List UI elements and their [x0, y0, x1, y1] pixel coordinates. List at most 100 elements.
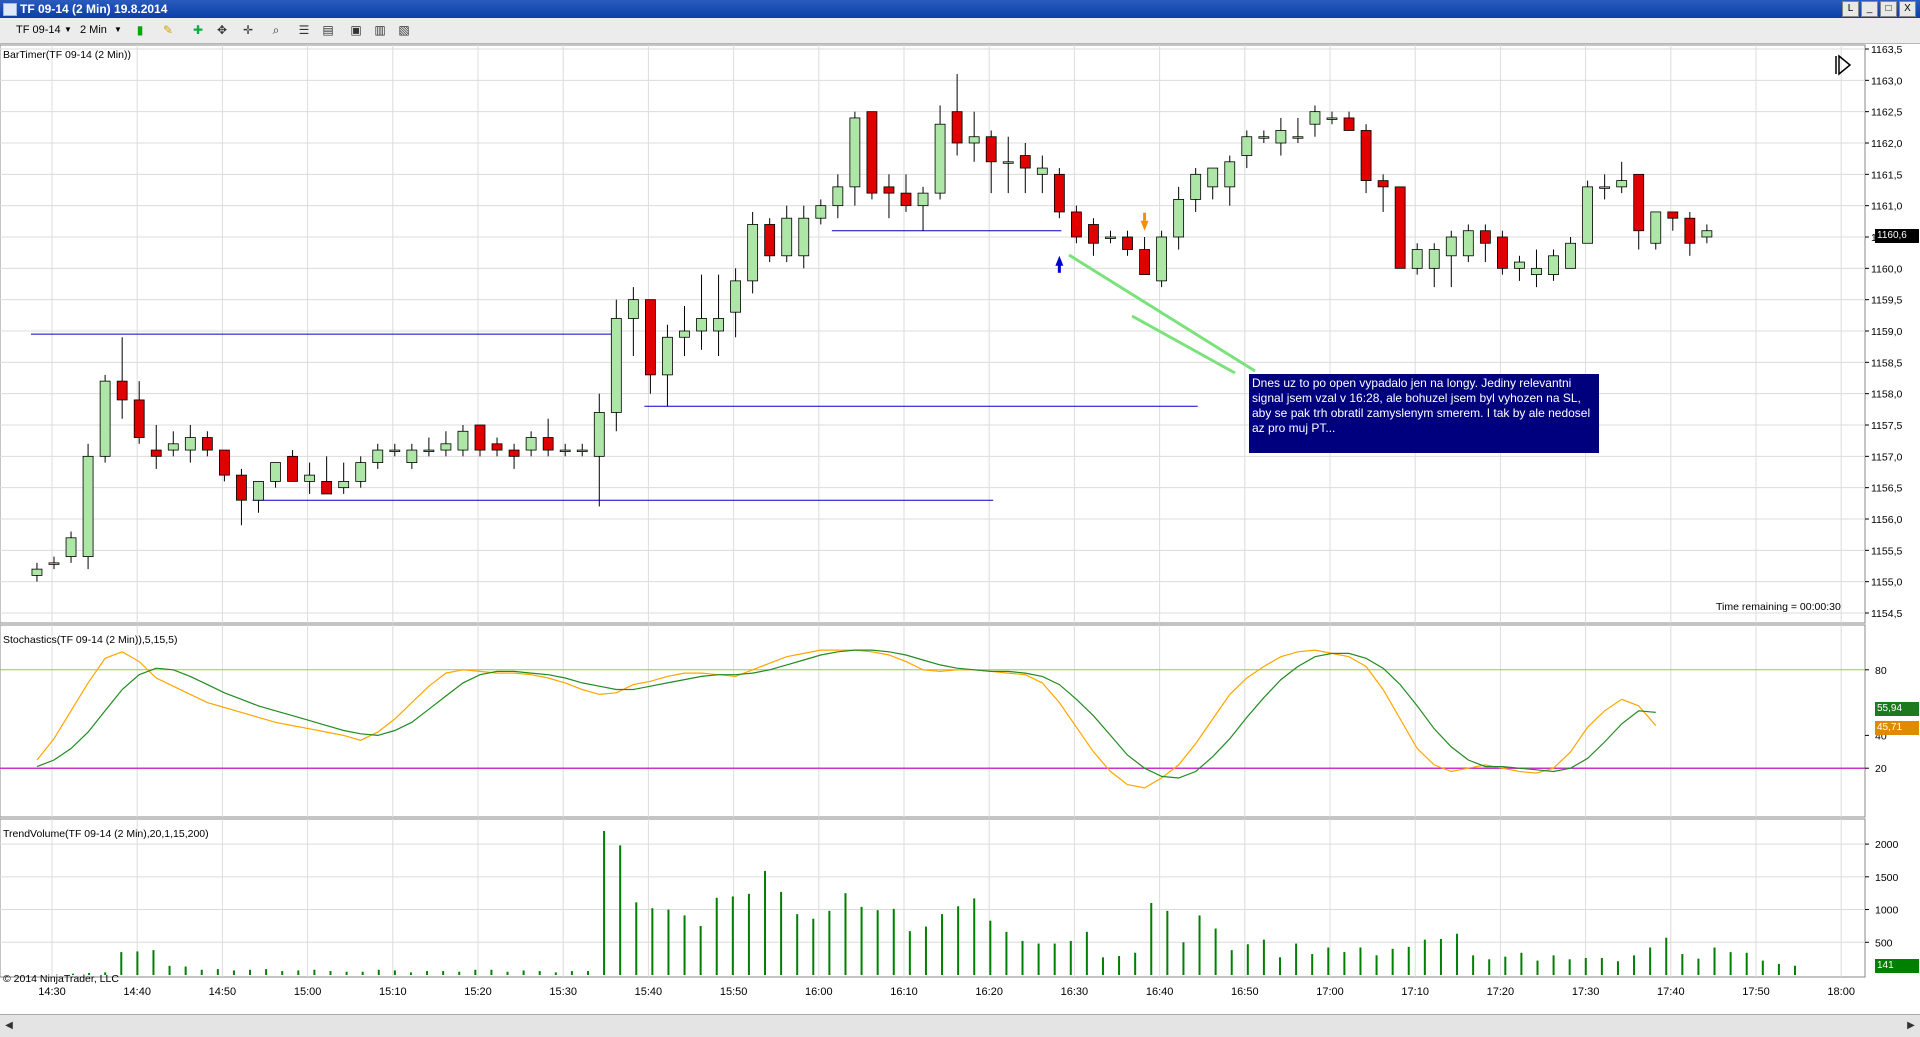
volume-bar: [1439, 939, 1442, 975]
candle-down: [985, 136, 997, 163]
volume-bar: [747, 893, 750, 975]
volume-bar: [1150, 903, 1153, 975]
x-tick-label: 16:30: [1061, 986, 1089, 998]
scroll-left-icon[interactable]: ◀: [5, 1020, 13, 1031]
y-tick-label: 1160,0: [1871, 263, 1902, 275]
chevron-down-icon[interactable]: ▼: [114, 25, 122, 34]
panel-icon[interactable]: ▧: [398, 23, 410, 37]
volume-bar: [796, 914, 799, 975]
volume-bar: [715, 897, 718, 975]
volume-bar: [1713, 947, 1716, 975]
link-button[interactable]: L: [1842, 1, 1859, 17]
candle-up: [713, 318, 724, 332]
y-tick-label: 1158,5: [1871, 357, 1902, 369]
x-tick-label: 15:50: [720, 986, 748, 998]
y-tick-label: 500: [1875, 937, 1893, 949]
candle-up: [968, 136, 980, 144]
minimize-button[interactable]: _: [1861, 1, 1878, 17]
properties-icon[interactable]: ☰: [298, 23, 310, 37]
volume-bar: [1520, 952, 1523, 975]
volume-bar: [957, 906, 960, 975]
volume-bar: [812, 918, 815, 975]
buy-arrow-head: [1055, 255, 1064, 266]
volume-bar: [1166, 910, 1169, 975]
volume-bar: [1407, 946, 1410, 975]
stoch-k-value-label: 45,71: [1875, 721, 1919, 735]
chevron-down-icon[interactable]: ▼: [64, 25, 72, 34]
x-tick-label: 15:40: [635, 986, 663, 998]
volume-bar: [1118, 956, 1121, 975]
chart-canvas[interactable]: 14:30 14:40 14:50 15:00 15:10 15:20 15:30 15:40…: [0, 43, 1920, 1014]
candle-down: [150, 449, 162, 457]
volume-bar: [1665, 937, 1668, 975]
horizontal-scrollbar[interactable]: ◀ ▶: [0, 1014, 1920, 1037]
interval-selector[interactable]: 2 Min: [80, 24, 107, 36]
volume-bar: [619, 845, 622, 975]
volume-bar: [1472, 955, 1475, 975]
candle-up: [1548, 255, 1559, 276]
volume-bar: [1311, 954, 1314, 975]
y-tick-label: 1158,0: [1871, 389, 1902, 401]
y-tick-label: 2000: [1875, 839, 1899, 851]
y-tick-label: 80: [1875, 665, 1887, 677]
close-button[interactable]: X: [1899, 1, 1916, 17]
candle-down: [1633, 173, 1645, 232]
candle-up: [1616, 180, 1628, 188]
candle-up: [1582, 186, 1593, 244]
y-tick-label: 1161,0: [1871, 201, 1902, 213]
y-tick-label: 1163,5: [1871, 44, 1902, 56]
instrument-selector[interactable]: TF 09-14: [16, 24, 61, 36]
volume-bar: [1600, 957, 1603, 975]
volume-panel-label: TrendVolume(TF 09-14 (2 Min),20,1,15,200…: [3, 828, 209, 840]
crosshair-icon[interactable]: ✛: [242, 23, 254, 37]
buy-arrow: [1055, 255, 1064, 273]
candle-down: [1377, 180, 1389, 188]
indicator-icon[interactable]: ✚: [192, 23, 204, 37]
y-tick-label: 1155,0: [1871, 577, 1902, 589]
candle-up: [389, 449, 401, 452]
scroll-right-icon[interactable]: ▶: [1907, 1020, 1915, 1031]
volume-bar: [1134, 952, 1137, 975]
volume-bar: [780, 891, 783, 975]
strategy-icon[interactable]: ✥: [216, 23, 228, 37]
volume-bar: [216, 969, 219, 975]
volume-bar: [232, 970, 235, 975]
y-tick-label: 1161,5: [1871, 169, 1902, 181]
volume-bar: [635, 902, 638, 975]
annotation-textbox[interactable]: Dnes uz to po open vypadalo jen na longy…: [1249, 374, 1599, 453]
annotation-connector: [1068, 253, 1256, 373]
volume-bar: [764, 870, 767, 975]
x-tick-label: 17:10: [1401, 986, 1429, 998]
y-tick-label: 1000: [1875, 905, 1899, 917]
volume-bar: [876, 910, 879, 975]
volume-bar: [538, 971, 541, 975]
volume-bar: [1295, 943, 1298, 975]
volume-bar: [1633, 955, 1636, 975]
snapshot-icon[interactable]: ▣: [350, 23, 362, 37]
y-tick-label: 1159,0: [1871, 326, 1902, 338]
candle-up: [1531, 267, 1542, 275]
candle-down: [1394, 186, 1406, 269]
maximize-button[interactable]: □: [1880, 1, 1897, 17]
candle-up: [1326, 117, 1338, 120]
candle-down: [1139, 249, 1150, 276]
bar-type-icon[interactable]: ▮: [136, 23, 144, 37]
stoch-d-value-label: 55,94: [1875, 702, 1919, 716]
data-box-icon[interactable]: ▤: [322, 23, 334, 37]
volume-bar: [1214, 928, 1217, 975]
zoom-icon[interactable]: ⌕: [272, 23, 280, 37]
y-tick-label: 1162,5: [1871, 107, 1902, 119]
time-remaining: Time remaining = 00:00:30: [1716, 601, 1841, 613]
candle-up: [559, 449, 571, 452]
volume-bar: [1777, 963, 1780, 975]
candle-up: [747, 224, 759, 282]
candle-up: [576, 449, 588, 452]
chart-trader-icon[interactable]: ▥: [374, 23, 386, 37]
volume-bar: [1552, 955, 1555, 975]
volume-bar: [989, 920, 992, 975]
candle-up: [82, 455, 94, 558]
pencil-icon[interactable]: ✎: [162, 23, 174, 37]
y-tick-label: 1157,0: [1871, 451, 1902, 463]
candle-down: [1019, 155, 1031, 169]
sell-arrow: [1140, 212, 1149, 231]
